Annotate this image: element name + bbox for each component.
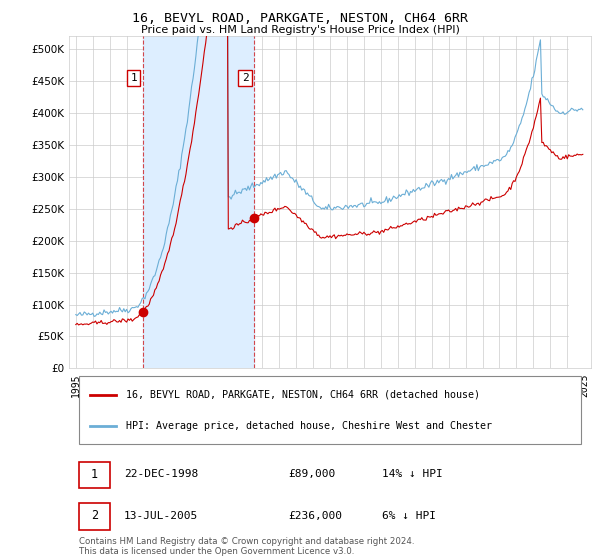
Text: £236,000: £236,000 — [288, 511, 342, 521]
Bar — [143, 36, 254, 368]
Text: 16, BEVYL ROAD, PARKGATE, NESTON, CH64 6RR: 16, BEVYL ROAD, PARKGATE, NESTON, CH64 6… — [132, 12, 468, 25]
Text: 1: 1 — [91, 468, 98, 480]
Text: 13-JUL-2005: 13-JUL-2005 — [124, 511, 198, 521]
Text: Contains HM Land Registry data © Crown copyright and database right 2024.
This d: Contains HM Land Registry data © Crown c… — [79, 537, 415, 556]
FancyBboxPatch shape — [79, 376, 581, 444]
Text: 6% ↓ HPI: 6% ↓ HPI — [382, 511, 436, 521]
Text: 22-DEC-1998: 22-DEC-1998 — [124, 469, 198, 479]
FancyBboxPatch shape — [79, 462, 110, 488]
Text: £89,000: £89,000 — [288, 469, 335, 479]
Text: 1: 1 — [130, 73, 137, 83]
Text: Price paid vs. HM Land Registry's House Price Index (HPI): Price paid vs. HM Land Registry's House … — [140, 25, 460, 35]
Text: 16, BEVYL ROAD, PARKGATE, NESTON, CH64 6RR (detached house): 16, BEVYL ROAD, PARKGATE, NESTON, CH64 6… — [127, 390, 481, 400]
Text: HPI: Average price, detached house, Cheshire West and Chester: HPI: Average price, detached house, Ches… — [127, 421, 493, 431]
Text: 2: 2 — [91, 509, 98, 522]
FancyBboxPatch shape — [79, 503, 110, 530]
Bar — [569, 36, 591, 368]
Text: 14% ↓ HPI: 14% ↓ HPI — [382, 469, 443, 479]
Text: 2: 2 — [242, 73, 248, 83]
